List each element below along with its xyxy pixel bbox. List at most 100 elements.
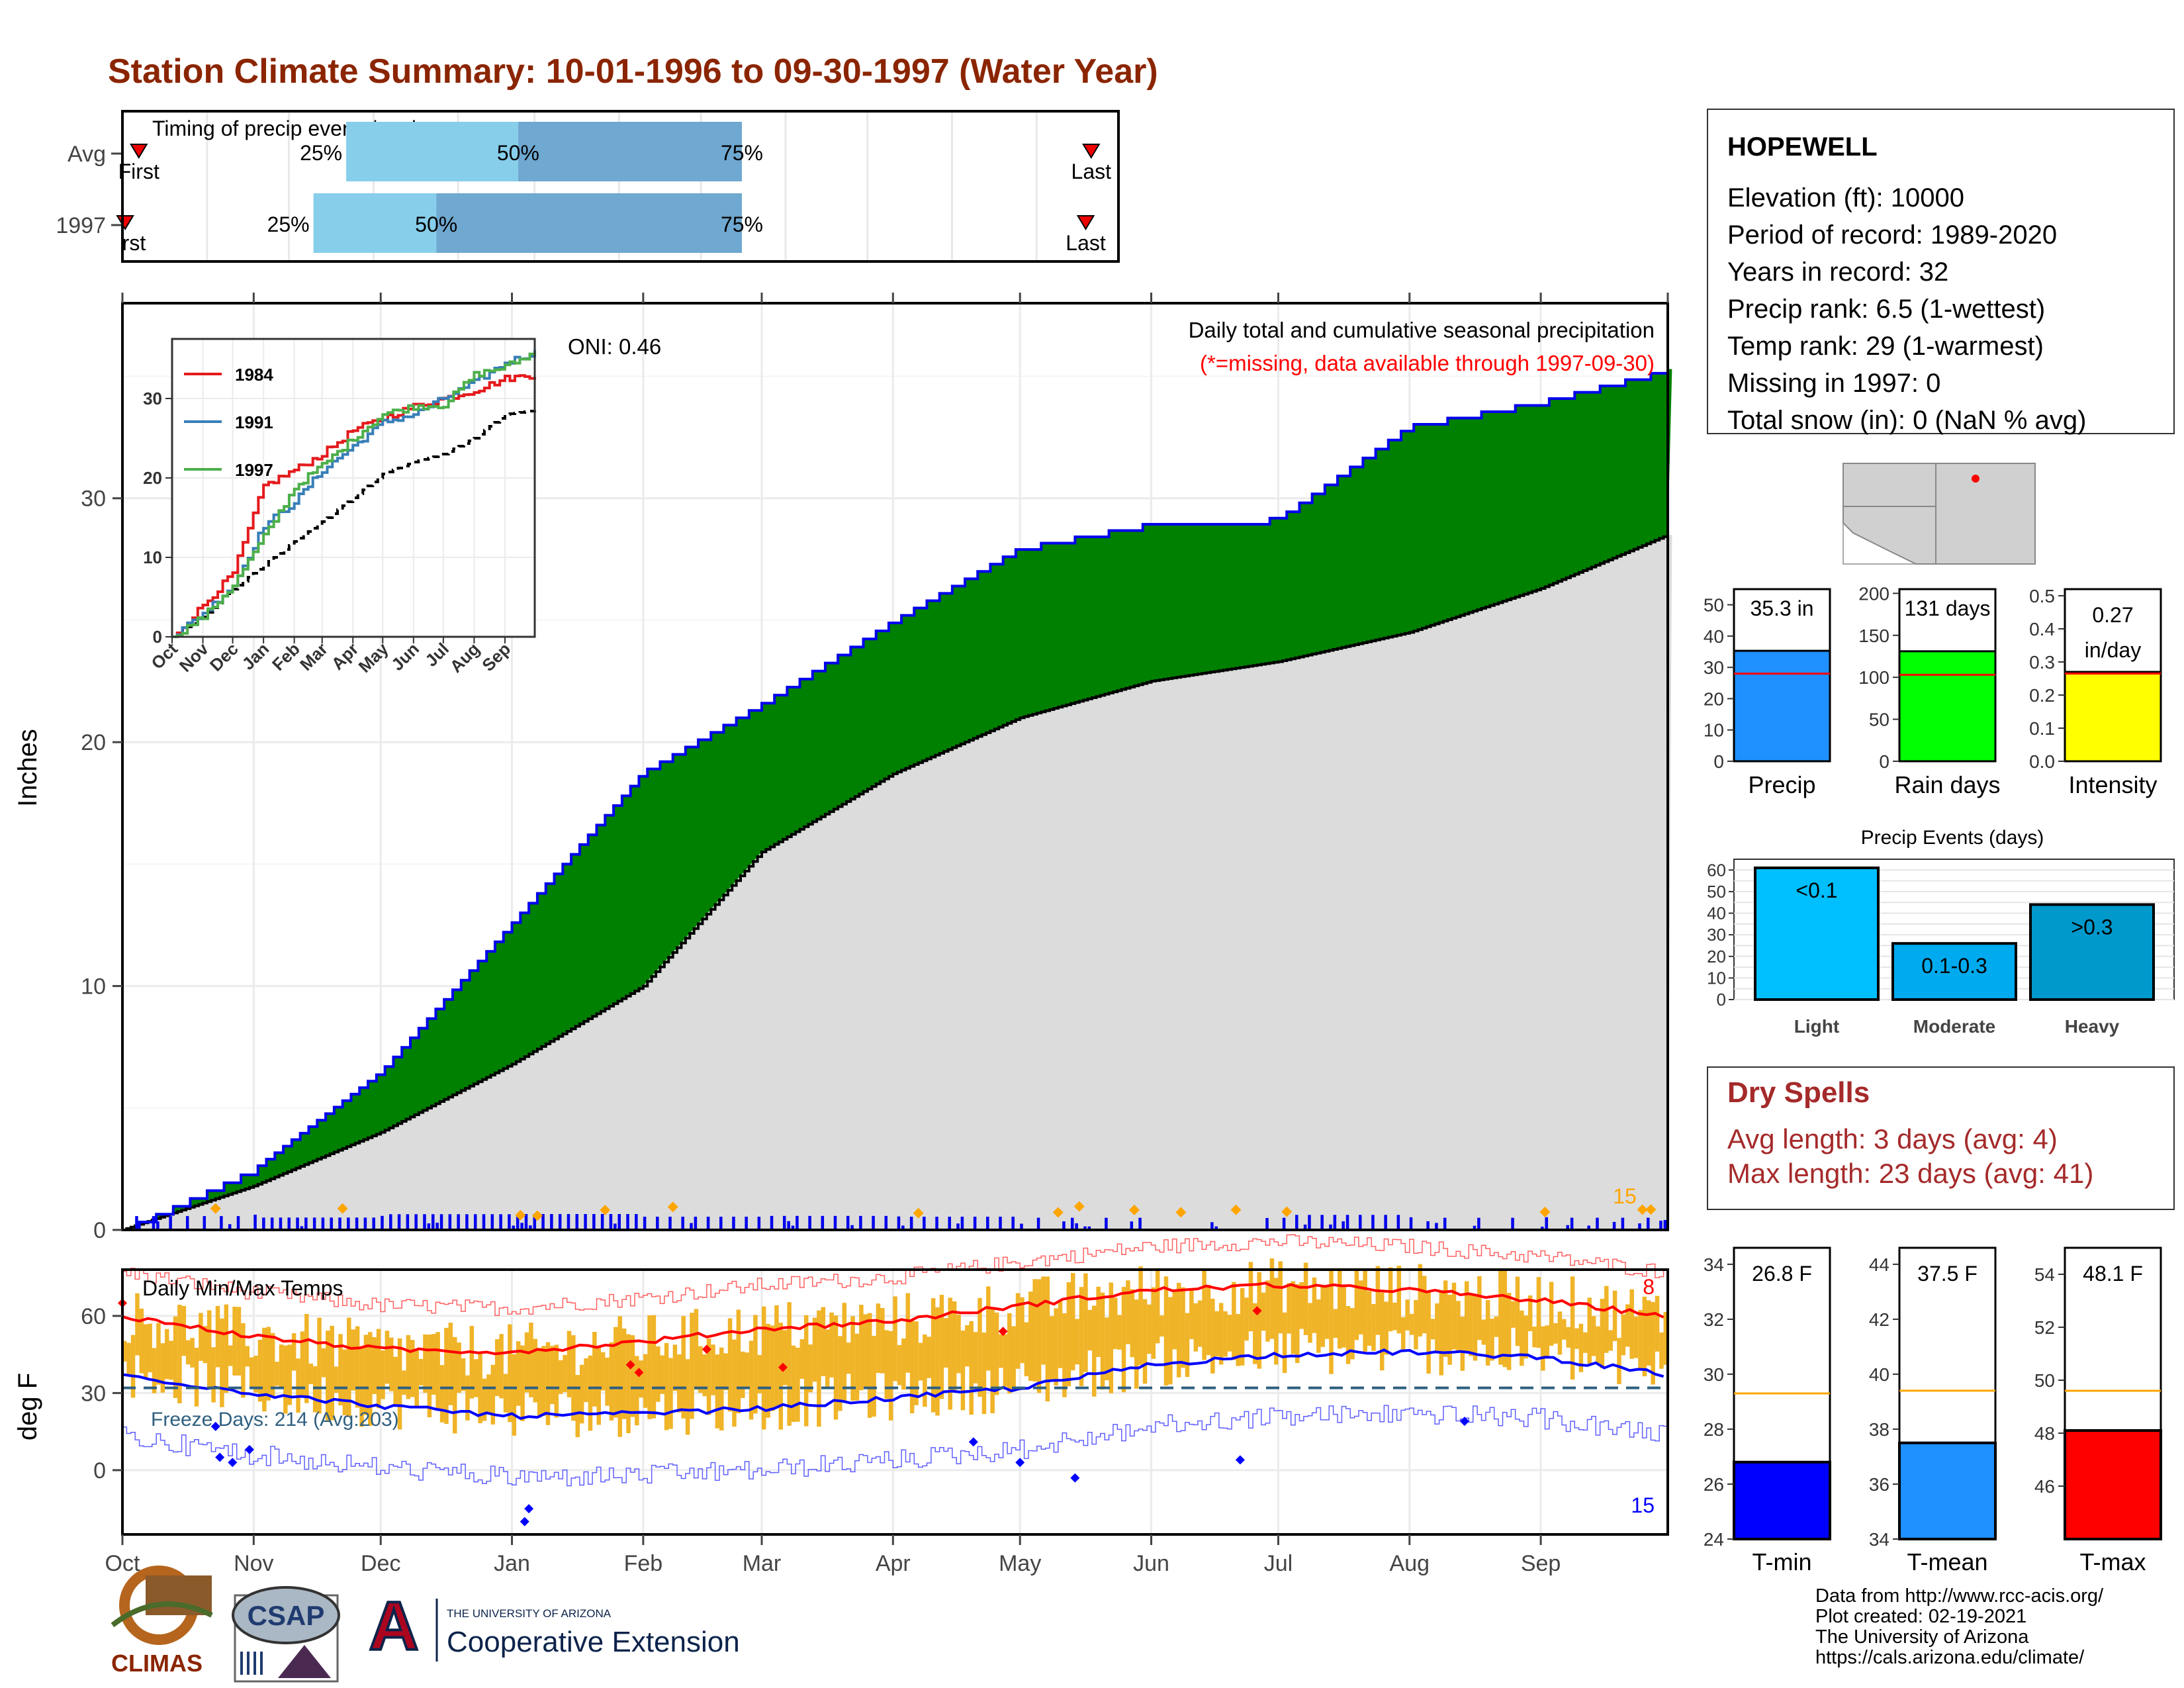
daily-precip-bar bbox=[1138, 1217, 1142, 1230]
minibar-y-tick-label: 0.0 bbox=[2029, 751, 2055, 772]
daily-precip-bar bbox=[600, 1214, 604, 1230]
timing-p25-label: 25% bbox=[300, 141, 342, 165]
month-label: Jun bbox=[1133, 1551, 1169, 1576]
inset-line-1984 bbox=[172, 374, 536, 638]
daily-temp-range-bar bbox=[1117, 1315, 1122, 1350]
station-info-line: Temp rank: 29 (1-warmest) bbox=[1727, 332, 2044, 361]
daily-temp-range-bar bbox=[1168, 1297, 1173, 1385]
daily-temp-range-bar bbox=[1257, 1272, 1261, 1369]
daily-temp-range-bar bbox=[935, 1307, 940, 1416]
temp-y-tick-label: 60 bbox=[81, 1304, 106, 1329]
daily-temp-range-bar bbox=[796, 1347, 800, 1422]
daily-precip-bar bbox=[584, 1214, 587, 1230]
daily-precip-bar bbox=[986, 1217, 989, 1230]
daily-temp-range-bar bbox=[190, 1338, 195, 1368]
daily-temp-range-bar bbox=[592, 1332, 597, 1407]
daily-precip-bar bbox=[220, 1216, 223, 1230]
minibar-value-label-2: in/day bbox=[2085, 638, 2141, 662]
daily-temp-range-bar bbox=[550, 1346, 555, 1405]
last-label: Last bbox=[1066, 231, 1106, 255]
daily-temp-range-bar bbox=[927, 1336, 931, 1378]
timing-bar-25-50 bbox=[313, 193, 437, 253]
daily-temp-range-bar bbox=[1214, 1311, 1219, 1357]
daily-temp-range-bar bbox=[397, 1338, 402, 1430]
events-y-tick-label: 40 bbox=[1707, 904, 1726, 923]
daily-temp-range-bar bbox=[503, 1374, 508, 1413]
daily-temp-range-bar bbox=[308, 1363, 313, 1384]
daily-precip-bar bbox=[1020, 1223, 1023, 1230]
daily-temp-range-bar bbox=[164, 1329, 169, 1380]
record-low-marker bbox=[1235, 1455, 1245, 1465]
minibar-y-tick-label: 30 bbox=[1704, 657, 1724, 678]
daily-temp-range-bar bbox=[482, 1378, 487, 1421]
inset-y-tick-label: 10 bbox=[143, 547, 162, 567]
daily-temp-range-bar bbox=[275, 1362, 279, 1386]
daily-temp-range-bar bbox=[1274, 1278, 1279, 1365]
daily-temp-range-bar bbox=[978, 1297, 982, 1397]
timing-p25-label: 25% bbox=[267, 212, 310, 236]
tbar-y-tick-label: 26 bbox=[1704, 1474, 1724, 1495]
daily-temp-range-bar bbox=[753, 1315, 758, 1414]
daily-temp-range-bar bbox=[148, 1323, 152, 1373]
month-label: Dec bbox=[361, 1551, 400, 1576]
daily-precip-bar bbox=[668, 1217, 672, 1230]
daily-temp-range-bar bbox=[257, 1340, 263, 1402]
daily-temp-range-bar bbox=[778, 1323, 784, 1430]
daily-precip-bar bbox=[1371, 1215, 1375, 1230]
daily-temp-range-bar bbox=[351, 1329, 355, 1391]
station-location-dot bbox=[1972, 475, 1979, 483]
daily-temp-range-bar bbox=[1282, 1312, 1287, 1374]
daily-temp-range-bar bbox=[512, 1354, 517, 1436]
daily-temp-range-bar bbox=[897, 1345, 902, 1385]
daily-precip-bar bbox=[575, 1214, 579, 1230]
daily-precip-bar bbox=[1087, 1226, 1091, 1230]
daily-precip-bar bbox=[152, 1216, 156, 1230]
daily-temp-range-bar bbox=[685, 1359, 690, 1435]
daily-precip-bar bbox=[1663, 1220, 1667, 1230]
first-label: First bbox=[118, 160, 159, 183]
station-info-line: Total snow (in): 0 (NaN % avg) bbox=[1727, 406, 2086, 435]
daily-precip-bar bbox=[770, 1215, 774, 1230]
csap-logo: CSAP bbox=[232, 1586, 340, 1683]
daily-precip-bar bbox=[1612, 1221, 1616, 1230]
daily-precip-bar bbox=[833, 1215, 837, 1230]
daily-precip-bar bbox=[253, 1214, 257, 1230]
dry-spells-max: Max length: 23 days (avg: 41) bbox=[1727, 1158, 2093, 1189]
dry-spells-box: Dry Spells Avg length: 3 days (avg: 4) M… bbox=[1707, 1066, 2175, 1210]
daily-temp-range-bar bbox=[444, 1327, 449, 1425]
precip-y-tick-label: 10 bbox=[81, 974, 106, 1000]
daily-precip-bar bbox=[1570, 1217, 1574, 1230]
tbar-y-tick-label: 28 bbox=[1704, 1419, 1724, 1440]
tbar-y-tick-label: 40 bbox=[1869, 1364, 1889, 1385]
daily-precip-bar bbox=[448, 1214, 452, 1230]
daily-temp-range-bar bbox=[1549, 1282, 1554, 1346]
daily-temp-range-bar bbox=[1566, 1327, 1570, 1348]
tbar-value-label: 26.8 F bbox=[1752, 1262, 1812, 1286]
daily-temp-range-bar bbox=[1193, 1303, 1199, 1352]
daily-temp-range-bar bbox=[944, 1318, 948, 1368]
daily-temp-range-bar bbox=[342, 1349, 347, 1415]
record-low-line bbox=[122, 1405, 1668, 1487]
daily-temp-range-bar bbox=[1384, 1301, 1388, 1355]
timing-p50-label: 50% bbox=[497, 141, 539, 165]
timing-bar-50-75 bbox=[436, 193, 742, 253]
daily-temp-range-bar bbox=[393, 1356, 398, 1405]
daily-temp-range-bar bbox=[563, 1354, 567, 1393]
daily-precip-bar bbox=[381, 1215, 384, 1230]
daily-temp-range-bar bbox=[757, 1354, 762, 1393]
temp-y-tick-label: 0 bbox=[93, 1458, 106, 1483]
daily-temp-range-bar bbox=[1218, 1303, 1224, 1365]
daily-precip-bar bbox=[901, 1225, 905, 1230]
daily-temp-range-bar bbox=[986, 1286, 991, 1371]
daily-precip-bar bbox=[1282, 1217, 1286, 1230]
daily-temp-range-bar bbox=[1435, 1303, 1439, 1352]
daily-temp-range-bar bbox=[1109, 1282, 1114, 1393]
daily-temp-range-bar bbox=[304, 1313, 309, 1403]
daily-temp-range-bar bbox=[1320, 1285, 1325, 1347]
inset-line-1997 bbox=[172, 352, 536, 638]
daily-precip-bar bbox=[626, 1214, 629, 1230]
daily-temp-range-bar bbox=[736, 1309, 741, 1414]
daily-precip-bar bbox=[490, 1214, 494, 1230]
daily-temp-range-bar bbox=[1578, 1323, 1584, 1372]
month-label: Nov bbox=[234, 1551, 273, 1576]
